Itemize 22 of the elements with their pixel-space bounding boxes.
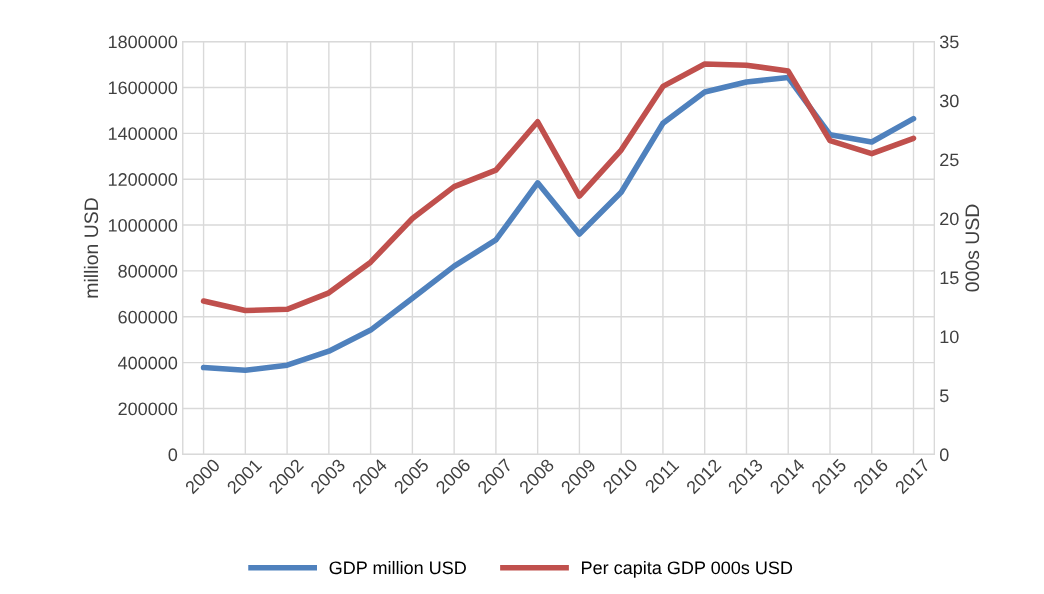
y-tick-label: 200000 [118,402,178,416]
y-tick-label: 1000000 [108,218,178,232]
y2-axis-title: 000s USD [965,204,980,292]
y-tick-label: 0 [168,448,178,462]
legend-label: Per capita GDP 000s USD [582,560,793,578]
y2-tick-label: 0 [939,448,949,462]
y2-tick-label: 5 [939,389,949,403]
y-tick-label: 1200000 [108,173,178,186]
y-tick-label: 400000 [118,356,178,370]
y2-tick-label: 25 [940,153,959,167]
y-tick-label: 1400000 [108,127,178,141]
y2-tick-label: 35 [939,35,959,49]
y2-tick-label: 10 [940,330,959,344]
y-tick-label: 1600000 [108,81,178,95]
y-tick-label: 600000 [118,310,178,324]
y2-tick-label: 30 [939,94,959,108]
y2-tick-label: 15 [940,271,959,285]
y-tick-label: 1800000 [108,35,178,49]
y-tick-label: 800000 [118,264,178,278]
y-axis-title: million USD [83,198,99,298]
legend-label: GDP million USD [329,560,466,575]
y2-tick-label: 20 [940,212,959,226]
